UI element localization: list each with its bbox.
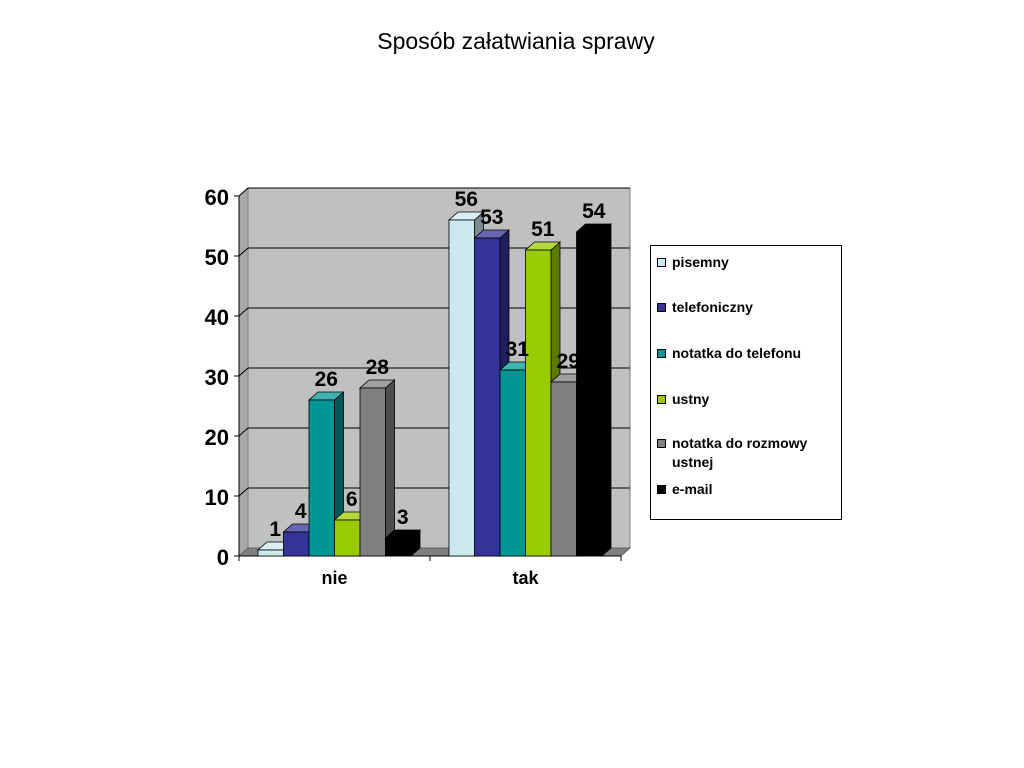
data-label: 4 — [295, 500, 307, 523]
gridline — [238, 367, 249, 377]
gridline — [238, 247, 249, 257]
bar-notatka-do-telefonu-nie — [307, 391, 345, 557]
data-label: 54 — [582, 200, 606, 223]
gridline — [238, 187, 249, 197]
legend-label: e-mail — [672, 481, 713, 497]
bar-notatka-do-rozmowy-ustnej-nie — [358, 379, 396, 557]
legend-label: telefoniczny — [672, 299, 753, 315]
x-category-label: nie — [321, 568, 347, 588]
y-tick-label: 60 — [205, 185, 229, 210]
x-category-label: tak — [512, 568, 539, 588]
gridline — [238, 487, 249, 497]
gridline — [238, 307, 249, 317]
legend-swatch — [657, 258, 666, 267]
data-label: 51 — [531, 218, 555, 241]
data-label: 56 — [455, 188, 478, 211]
data-label: 28 — [366, 356, 390, 379]
bar-e-mail-tak — [575, 223, 613, 557]
y-tick-label: 40 — [205, 305, 229, 330]
bar-e-mail-nie — [384, 529, 422, 557]
y-tick-label: 50 — [205, 245, 229, 270]
chart-title: Sposób załatwiania sprawy — [377, 28, 655, 54]
data-label: 6 — [346, 488, 358, 511]
y-tick-label: 10 — [205, 485, 229, 510]
legend-label: pisemny — [672, 254, 729, 270]
data-label: 1 — [269, 518, 281, 541]
legend: pisemny telefoniczny notatka do telefonu us… — [650, 245, 842, 520]
y-tick-label: 30 — [205, 365, 229, 390]
axes: 0 10 20 30 40 50 60 nie tak — [205, 185, 622, 588]
gridline — [238, 427, 249, 437]
legend-swatch — [657, 485, 666, 494]
legend-label: notatka do telefonu — [672, 345, 802, 361]
bars — [256, 211, 613, 557]
data-label: 31 — [506, 338, 530, 361]
y-tick-label: 20 — [205, 425, 229, 450]
legend-swatch — [657, 303, 666, 312]
legend-swatch — [657, 439, 666, 448]
legend-label: notatka do rozmowy ustnej — [672, 435, 808, 470]
data-label: 29 — [557, 350, 580, 373]
data-label: 3 — [397, 506, 409, 529]
legend-swatch — [657, 395, 666, 404]
y-tick-label: 0 — [217, 545, 229, 570]
legend-label: ustny — [672, 391, 710, 407]
legend-swatch — [657, 349, 666, 358]
data-label: 53 — [480, 206, 503, 229]
data-label: 26 — [315, 368, 338, 391]
